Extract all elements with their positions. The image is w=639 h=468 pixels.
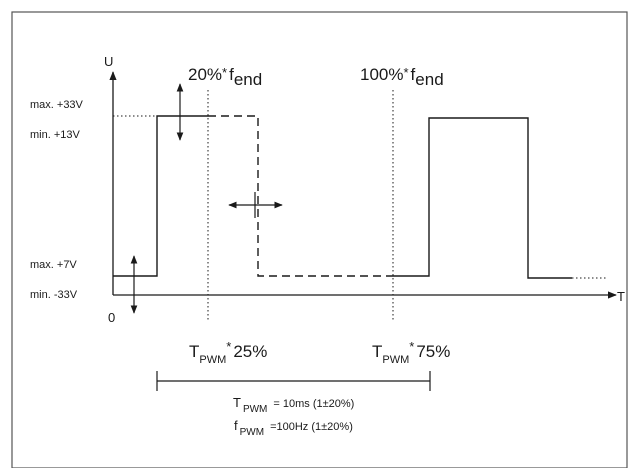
freq-label-100pct: 100%* fend [360,65,444,89]
label-max-low: max. +7V [30,259,77,271]
period-label-75pct: TPWM* 75% [372,339,450,366]
pwm-waveform-pulse-2 [393,117,572,279]
spec-frequency: f PWM =100Hz (1±20%) [234,418,353,438]
spec-period: T PWM = 10ms (1±20%) [233,395,354,415]
origin-label: 0 [108,310,115,325]
label-min-low: min. -33V [30,289,78,301]
outer-frame [11,11,628,468]
pwm-waveform-variable-duty [208,115,393,277]
freq-label-20pct: 20%* fend [188,65,262,89]
pwm-waveform-pulse-1 [113,115,208,277]
y-axis-label: U [104,54,113,69]
period-label-25pct: TPWM* 25% [189,339,267,366]
label-max-high: max. +33V [30,99,84,111]
label-min-high: min. +13V [30,129,80,141]
x-axis-label: T [617,289,625,304]
